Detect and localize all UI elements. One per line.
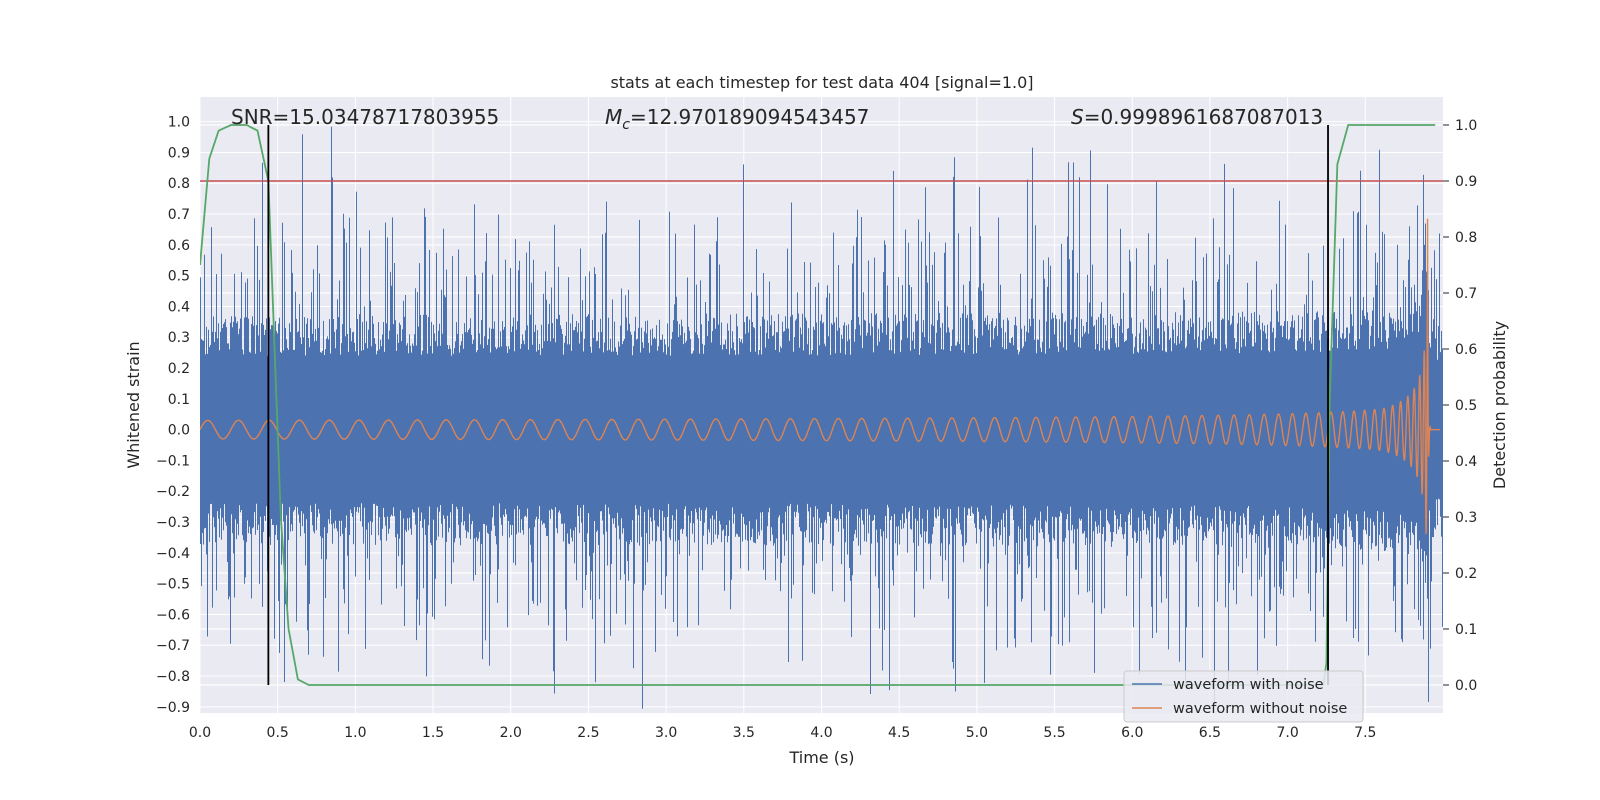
x-tick-label-12: 6.0: [1121, 725, 1143, 741]
legend-label-waveform-with-noise: waveform with noise: [1173, 677, 1324, 693]
legend-label-waveform-without-noise: waveform without noise: [1173, 701, 1347, 717]
y-right-tick-label-7: 0.7: [1455, 286, 1477, 302]
x-tick-label-15: 7.5: [1354, 725, 1376, 741]
y-tick-label-0: −0.9: [156, 700, 190, 716]
y-tick-label-2: −0.7: [156, 638, 190, 654]
y-right-tick-label-10: 1.0: [1455, 118, 1477, 134]
y-axis-label: Whitened strain: [124, 341, 143, 468]
y-right-tick-label-9: 0.9: [1455, 174, 1477, 190]
x-tick-label-9: 4.5: [888, 725, 910, 741]
y-right-axis-ticks: 0.0 0.1 0.2 0.3 0.4 0.5 0.6 0.7 0.8 0.9 1.0: [1443, 118, 1477, 694]
y-tick-label-6: −0.3: [156, 515, 190, 531]
legend: waveform with noise waveform without noi…: [1123, 670, 1364, 723]
x-tick-label-13: 6.5: [1199, 725, 1221, 741]
legend-box: [1123, 670, 1364, 723]
y-tick-label-13: 0.4: [168, 299, 190, 315]
s-annotation: S=0.9998961687087013: [1071, 105, 1323, 129]
y-right-tick-label-3: 0.3: [1455, 510, 1477, 526]
x-tick-label-3: 1.5: [422, 725, 444, 741]
y-axis-ticks: −0.9 −0.8 −0.7 −0.6 −0.5 −0.4 −0.3 −0.2 −0.1 0.0 0…: [156, 115, 190, 716]
y-tick-label-7: −0.2: [156, 484, 190, 500]
y-tick-label-8: −0.1: [156, 453, 190, 469]
y-tick-label-14: 0.5: [168, 269, 190, 285]
y-right-tick-label-4: 0.4: [1455, 454, 1477, 470]
y-right-tick-label-0: 0.0: [1455, 678, 1477, 694]
y-right-tick-label-6: 0.6: [1455, 342, 1477, 358]
y-right-tick-label-1: 0.1: [1455, 622, 1477, 638]
x-tick-label-4: 2.0: [500, 725, 522, 741]
x-tick-label-7: 3.5: [733, 725, 755, 741]
y-right-tick-label-2: 0.2: [1455, 566, 1477, 582]
y-tick-label-10: 0.1: [168, 392, 190, 408]
x-axis-label: Time (s): [788, 748, 854, 767]
series-detection-probability: [200, 124, 1436, 686]
x-tick-label-11: 5.5: [1043, 725, 1065, 741]
x-tick-label-5: 2.5: [577, 725, 599, 741]
y-tick-label-9: 0.0: [168, 423, 190, 439]
x-axis-ticks: 0.0 0.5 1.0 1.5 2.0 2.5 3.0 3.5 4.0 4.5 5.0 5.5 6.0 6…: [189, 725, 1377, 741]
y-right-tick-label-8: 0.8: [1455, 230, 1477, 246]
event-markers: [267, 125, 1329, 685]
y-tick-label-4: −0.5: [156, 577, 190, 593]
snr-annotation: SNR=15.03478717803955: [231, 105, 499, 129]
x-tick-label-0: 0.0: [189, 725, 211, 741]
y-tick-label-18: 0.9: [168, 145, 190, 161]
y-tick-label-3: −0.6: [156, 607, 190, 623]
x-tick-label-6: 3.0: [655, 725, 677, 741]
y-tick-label-15: 0.6: [168, 238, 190, 254]
x-tick-label-10: 5.0: [966, 725, 988, 741]
y-tick-label-12: 0.3: [168, 330, 190, 346]
chirp-mass-annotation: Mc=12.970189094543457: [605, 105, 869, 133]
x-tick-label-2: 1.0: [344, 725, 366, 741]
series-waveform-without-noise: [200, 218, 1440, 536]
y-right-tick-label-5: 0.5: [1455, 398, 1477, 414]
x-tick-label-8: 4.0: [810, 725, 832, 741]
y-tick-label-11: 0.2: [168, 361, 190, 377]
x-tick-label-1: 0.5: [267, 725, 289, 741]
chart-title: stats at each timestep for test data 404…: [610, 73, 1033, 92]
y-right-axis-label: Detection probability: [1490, 321, 1509, 489]
y-tick-label-17: 0.8: [168, 176, 190, 192]
x-tick-label-14: 7.0: [1276, 725, 1298, 741]
y-tick-label-1: −0.8: [156, 669, 190, 685]
y-tick-label-19: 1.0: [168, 115, 190, 131]
y-tick-label-16: 0.7: [168, 207, 190, 223]
y-tick-label-5: −0.4: [156, 546, 190, 562]
